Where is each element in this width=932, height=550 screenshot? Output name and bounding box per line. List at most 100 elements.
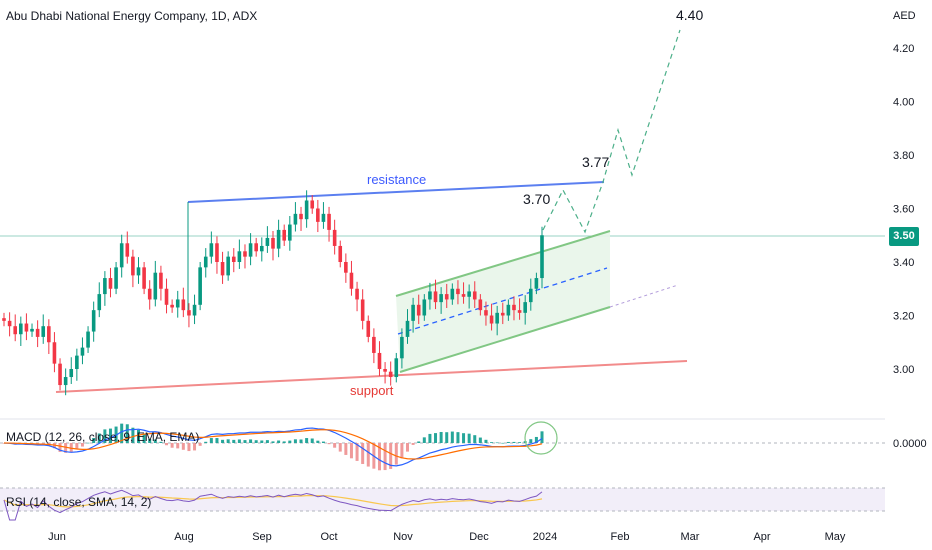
candle-body bbox=[467, 291, 471, 297]
macd-histogram-bar bbox=[333, 443, 337, 448]
annotation-support: support bbox=[350, 383, 394, 398]
macd-histogram-bar bbox=[439, 431, 443, 443]
candle-body bbox=[405, 320, 410, 337]
candle-body bbox=[142, 267, 146, 289]
candle-body bbox=[215, 243, 219, 262]
macd-histogram-bar bbox=[58, 443, 62, 452]
macd-histogram-bar bbox=[69, 443, 73, 452]
macd-histogram-bar bbox=[428, 433, 432, 443]
candle-body bbox=[332, 229, 337, 246]
macd-histogram-bar bbox=[540, 431, 544, 443]
candle-body bbox=[495, 312, 499, 324]
candle-body bbox=[198, 267, 202, 305]
rsi-label: RSI (14, close, SMA, 14, 2) bbox=[6, 495, 152, 509]
macd-histogram-bar bbox=[254, 440, 258, 443]
macd-histogram-bar bbox=[108, 428, 112, 443]
x-tick-label: Feb bbox=[611, 531, 630, 543]
candle-body bbox=[41, 326, 46, 337]
macd-histogram-bar bbox=[506, 441, 510, 443]
candle-body bbox=[444, 294, 449, 300]
macd-histogram-bar bbox=[434, 433, 438, 443]
macd-zero-label: 0.0000 bbox=[893, 438, 927, 450]
macd-highlight-circle bbox=[524, 421, 558, 455]
macd-histogram-bar bbox=[265, 440, 269, 443]
candle-body bbox=[512, 304, 516, 311]
candle-body bbox=[58, 363, 62, 386]
candle-body bbox=[97, 294, 102, 311]
candle-body bbox=[131, 256, 135, 276]
macd-histogram-bar bbox=[400, 443, 404, 459]
candle-body bbox=[383, 369, 387, 372]
macd-histogram-bar bbox=[338, 443, 342, 452]
y-tick-label: 4.20 bbox=[893, 43, 914, 55]
macd-histogram-bar bbox=[237, 439, 241, 443]
annotation-4-40: 4.40 bbox=[676, 7, 703, 23]
macd-histogram-bar bbox=[349, 443, 353, 459]
macd-histogram-bar bbox=[394, 443, 398, 465]
macd-histogram-bar bbox=[148, 439, 152, 443]
macd-histogram-bar bbox=[221, 439, 225, 443]
macd-histogram-bar bbox=[226, 439, 230, 443]
candle-body bbox=[170, 304, 174, 308]
candle-body bbox=[119, 243, 124, 268]
candle-body bbox=[265, 237, 270, 246]
candle-body bbox=[7, 320, 12, 327]
candle-body bbox=[472, 291, 477, 300]
candle-body bbox=[91, 310, 96, 332]
macd-histogram-bar bbox=[271, 441, 275, 443]
candle-body bbox=[13, 326, 18, 335]
macd-histogram-bar bbox=[512, 441, 516, 443]
candle-body bbox=[534, 278, 539, 289]
macd-histogram-bar bbox=[125, 424, 129, 443]
candle-body bbox=[366, 320, 371, 337]
trendlines bbox=[55, 29, 688, 393]
candle-body bbox=[231, 256, 236, 262]
x-tick-label: Apr bbox=[753, 531, 770, 543]
candles bbox=[2, 190, 544, 396]
candle-body bbox=[153, 272, 158, 300]
candle-body bbox=[47, 326, 51, 343]
candle-body bbox=[248, 243, 253, 257]
candle-body bbox=[187, 310, 191, 316]
macd-histogram-bar bbox=[165, 443, 169, 446]
candle-body bbox=[209, 243, 214, 257]
chart-title: Abu Dhabi National Energy Company, 1D, A… bbox=[6, 9, 258, 23]
candle-body bbox=[19, 323, 23, 335]
candle-body bbox=[304, 200, 309, 220]
candle-body bbox=[338, 245, 343, 262]
macd-histogram-bar bbox=[321, 441, 325, 443]
candle-body bbox=[461, 294, 466, 297]
candle-body bbox=[181, 299, 186, 311]
annotation-3-70: 3.70 bbox=[523, 191, 550, 207]
macd-histogram-bar bbox=[92, 438, 96, 443]
macd-histogram-bar bbox=[316, 440, 320, 443]
candle-body bbox=[136, 267, 141, 276]
macd-histogram-bar bbox=[411, 443, 415, 445]
x-tick-label: 2024 bbox=[533, 531, 557, 543]
x-tick-label: Jun bbox=[48, 531, 66, 543]
macd-histogram-bar bbox=[484, 439, 488, 443]
candle-body bbox=[506, 304, 511, 316]
macd-histogram-bar bbox=[277, 440, 281, 443]
macd-histogram-bar bbox=[389, 443, 393, 469]
x-tick-label: Aug bbox=[174, 531, 194, 543]
macd-histogram-bar bbox=[534, 436, 538, 443]
candle-body bbox=[523, 302, 527, 313]
candle-body bbox=[360, 299, 365, 321]
macd-histogram-bar bbox=[445, 432, 449, 443]
candle-body bbox=[30, 328, 34, 332]
macd-histogram-bar bbox=[495, 442, 499, 444]
candle-body bbox=[259, 245, 264, 252]
macd-histogram-bar bbox=[176, 443, 180, 449]
y-tick-label: 3.00 bbox=[893, 364, 914, 376]
macd-histogram-bar bbox=[97, 433, 101, 443]
macd-histogram-bar bbox=[422, 437, 426, 443]
macd-histogram-bar bbox=[355, 443, 359, 461]
candle-body bbox=[478, 299, 483, 311]
candle-body bbox=[316, 208, 320, 222]
candle-body bbox=[484, 310, 488, 316]
candle-body bbox=[192, 304, 197, 316]
macd-histogram-bar bbox=[406, 443, 409, 452]
candle-body bbox=[35, 328, 40, 337]
